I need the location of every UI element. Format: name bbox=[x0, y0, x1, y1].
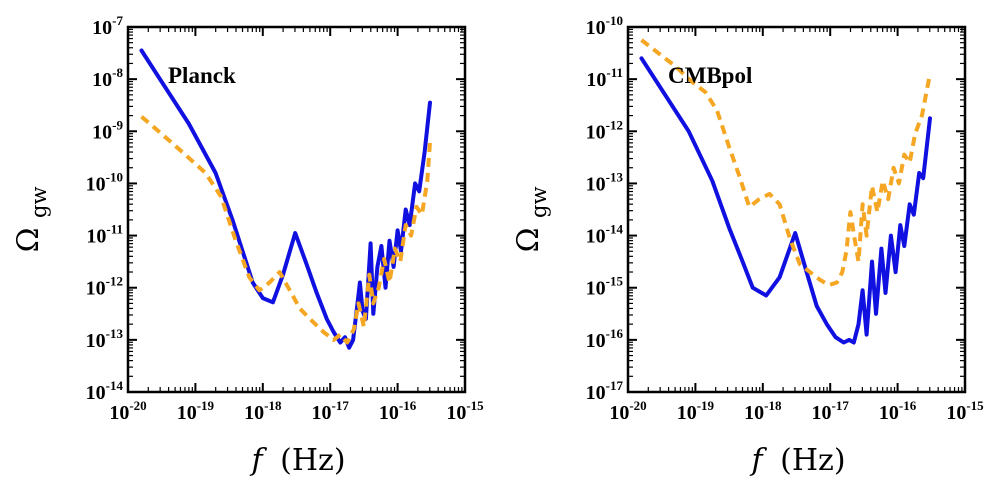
chart-panel-cmbpol: CMBpol 10-20 10-19 10-18 10-17 10-16 10-15 10-… bbox=[511, 13, 984, 478]
plot-frame bbox=[126, 25, 467, 394]
y-axis-label-symbol: Ω bbox=[11, 228, 46, 253]
y-tick-label: 10-12 bbox=[86, 274, 123, 300]
y-tick-label: 10-11 bbox=[86, 222, 123, 248]
y-tick-label: 10-13 bbox=[586, 169, 624, 195]
y-tick-label: 10-17 bbox=[586, 378, 624, 404]
x-axis-label: f (Hz) bbox=[750, 443, 846, 478]
x-axis-label-unit: (Hz) bbox=[280, 443, 345, 478]
series-line-solid bbox=[639, 56, 932, 345]
y-tick-label: 10-12 bbox=[586, 117, 623, 143]
y-tick-label: 10-9 bbox=[92, 117, 123, 143]
chart-panel-planck: Planck 10-20 10-19 10-18 10-17 10-16 10-15 10-… bbox=[11, 13, 484, 478]
x-tick-label: 10-20 bbox=[609, 398, 646, 424]
chart-title: Planck bbox=[168, 63, 236, 88]
x-tick-label: 10-15 bbox=[446, 398, 484, 424]
x-tick-label: 10-16 bbox=[879, 398, 917, 424]
x-axis-label-symbol: f bbox=[750, 443, 768, 478]
y-tick-label: 10-16 bbox=[586, 326, 624, 352]
series-line-solid bbox=[139, 48, 432, 350]
y-tick-label: 10-8 bbox=[92, 65, 123, 91]
x-tick-label: 10-16 bbox=[379, 398, 417, 424]
y-tick-label: 10-10 bbox=[86, 169, 123, 195]
y-axis-label: Ω gw bbox=[11, 187, 51, 253]
y-axis-label: Ω gw bbox=[511, 187, 551, 253]
y-tick-label: 10-7 bbox=[92, 13, 123, 39]
y-tick-label: 10-10 bbox=[586, 13, 623, 39]
series-line-dashed bbox=[140, 115, 432, 345]
series-line-dashed bbox=[640, 38, 932, 288]
x-tick-label: 10-15 bbox=[946, 398, 984, 424]
x-axis-label: f (Hz) bbox=[250, 443, 346, 478]
x-tick-label: 10-20 bbox=[109, 398, 146, 424]
x-tick-label: 10-19 bbox=[177, 398, 215, 424]
x-axis-label-symbol: f bbox=[250, 443, 268, 478]
chart-title: CMBpol bbox=[668, 63, 752, 88]
plot-frame bbox=[626, 25, 967, 394]
y-tick-label: 10-14 bbox=[86, 378, 124, 404]
x-tick-label: 10-19 bbox=[677, 398, 715, 424]
y-tick-label: 10-15 bbox=[586, 274, 624, 300]
x-tick-label: 10-17 bbox=[312, 398, 350, 424]
y-tick-label: 10-11 bbox=[586, 65, 623, 91]
y-axis-label-subscript: gw bbox=[27, 187, 51, 218]
y-axis-label-subscript: gw bbox=[527, 187, 551, 218]
x-tick-label: 10-18 bbox=[744, 398, 782, 424]
x-tick-label: 10-17 bbox=[812, 398, 850, 424]
y-tick-label: 10-13 bbox=[86, 326, 124, 352]
y-tick-label: 10-14 bbox=[586, 222, 624, 248]
y-axis-label-symbol: Ω bbox=[511, 228, 546, 253]
x-axis-label-unit: (Hz) bbox=[780, 443, 845, 478]
x-tick-label: 10-18 bbox=[244, 398, 282, 424]
